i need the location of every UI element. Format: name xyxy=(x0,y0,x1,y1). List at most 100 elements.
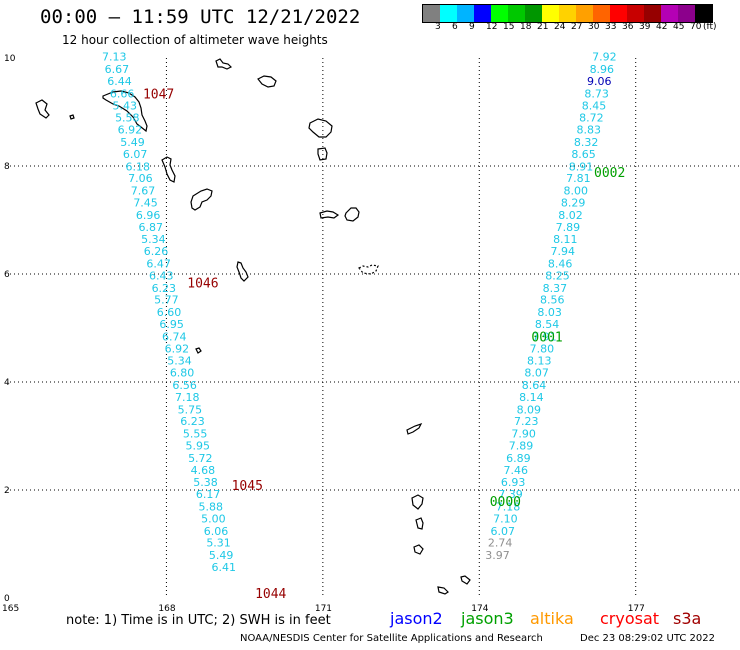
latitude-tick-label: 8 xyxy=(4,162,10,172)
island-outline xyxy=(415,517,424,530)
island-outline xyxy=(344,207,360,222)
swh-value-label: 6.67 xyxy=(105,63,130,76)
swh-value-label: 8.25 xyxy=(545,269,570,282)
swh-colorbar xyxy=(422,4,713,23)
swh-value-label: 7.39 xyxy=(498,488,523,501)
swh-value-label: 6.41 xyxy=(212,561,237,574)
swh-value-label: 2.74 xyxy=(488,537,513,550)
swh-value-label: 5.95 xyxy=(185,440,210,453)
latitude-tick-label: 0 xyxy=(4,594,10,604)
swh-value-label: 6.18 xyxy=(126,160,151,173)
colorbar-swatch xyxy=(559,5,576,22)
swh-value-label: 5.49 xyxy=(120,136,145,149)
swh-value-label: 5.38 xyxy=(193,476,218,489)
map-subtitle: 12 hour collection of altimeter wave hei… xyxy=(62,33,328,47)
swh-value-label: 5.72 xyxy=(188,452,213,465)
colorbar-swatch xyxy=(457,5,474,22)
colorbar-label: 12 xyxy=(486,22,498,32)
colorbar-label: 36 xyxy=(622,22,634,32)
colorbar-label: 21 xyxy=(537,22,549,32)
swh-value-label: 6.06 xyxy=(204,525,229,538)
island-outline xyxy=(406,422,423,435)
swh-value-label: 8.45 xyxy=(582,99,607,112)
longitude-tick-label: 171 xyxy=(315,604,332,614)
satellite-legend-item: cryosat xyxy=(600,609,660,628)
swh-value-label: 8.56 xyxy=(540,294,565,307)
swh-value-label: 7.94 xyxy=(550,245,575,258)
colorbar-label: 33 xyxy=(605,22,617,32)
colorbar-label: 70 xyxy=(690,22,702,32)
swh-value-label: 5.31 xyxy=(206,537,231,550)
satellite-legend-item: s3a xyxy=(673,609,702,628)
swh-value-label: 8.37 xyxy=(543,282,568,295)
colorbar-swatch xyxy=(661,5,678,22)
island-outlines xyxy=(35,58,471,595)
swh-value-label: 6.23 xyxy=(152,282,177,295)
swh-value-label: 8.07 xyxy=(524,367,549,380)
swh-value-label: 5.58 xyxy=(115,112,140,125)
colorbar-label: (ft) xyxy=(703,22,717,32)
swh-value-label: 8.54 xyxy=(535,318,560,331)
swh-value-label: 8.96 xyxy=(590,63,615,76)
swh-value-label: 7.45 xyxy=(133,197,158,210)
swh-value-label: 7.10 xyxy=(493,512,518,525)
swh-value-label: 8.64 xyxy=(522,379,547,392)
pass-time-label: 0000 xyxy=(490,495,521,510)
swh-value-label: 8.29 xyxy=(561,197,586,210)
swh-value-label: 7.13 xyxy=(102,51,127,64)
colorbar-swatch xyxy=(423,5,440,22)
colorbar-swatch xyxy=(576,5,593,22)
units-note: note: 1) Time is in UTC; 2) SWH is in fe… xyxy=(66,613,331,628)
swh-value-label: 7.81 xyxy=(566,172,591,185)
swh-value-label: 6.66 xyxy=(110,87,135,100)
pass-time-label: 1047 xyxy=(143,88,174,103)
swh-value-label: 6.47 xyxy=(146,258,171,271)
island-outline xyxy=(190,188,213,211)
colorbar-label: 18 xyxy=(520,22,532,32)
swh-value-label: 8.02 xyxy=(558,209,583,222)
island-outline xyxy=(308,118,333,138)
swh-value-label: 8.03 xyxy=(537,306,562,319)
swh-value-label: 5.77 xyxy=(154,294,179,307)
swh-value-label: 6.07 xyxy=(123,148,148,161)
island-outline xyxy=(102,90,148,133)
island-outline xyxy=(236,261,249,282)
satellite-legend-item: jason2 xyxy=(390,609,443,628)
longitude-tick-label: 177 xyxy=(628,604,645,614)
latitude-tick-label: 6 xyxy=(4,270,10,280)
swh-value-label: 3.97 xyxy=(485,549,510,562)
pass-time-label: 1045 xyxy=(232,479,263,494)
colorbar-swatch xyxy=(627,5,644,22)
colorbar-swatch xyxy=(440,5,457,22)
swh-value-label: 6.96 xyxy=(136,209,161,222)
island-outline xyxy=(257,75,277,88)
swh-value-label: 7.80 xyxy=(530,342,555,355)
colorbar-swatch xyxy=(542,5,559,22)
colorbar-swatch xyxy=(678,5,695,22)
colorbar-label: 6 xyxy=(452,22,458,32)
island-outline xyxy=(319,210,340,219)
swh-value-label: 5.55 xyxy=(183,428,208,441)
pass-time-label: 0002 xyxy=(594,166,625,181)
map-title: 00:00 — 11:59 UTC 12/21/2022 xyxy=(40,6,361,28)
swh-value-label: 6.89 xyxy=(506,452,531,465)
swh-value-label: 6.43 xyxy=(149,269,174,282)
swh-value-label: 6.80 xyxy=(170,367,195,380)
longitude-tick-label: 165 xyxy=(2,604,19,614)
island-outline xyxy=(437,586,449,595)
swh-value-label: 6.07 xyxy=(491,525,516,538)
swh-value-label: 7.67 xyxy=(131,185,156,198)
longitude-tick-label: 168 xyxy=(158,604,175,614)
swh-value-label: 6.23 xyxy=(180,415,205,428)
colorbar-swatch xyxy=(610,5,627,22)
colorbar-swatch xyxy=(508,5,525,22)
colorbar-label: 45 xyxy=(673,22,685,32)
swh-value-label: 7.18 xyxy=(496,501,521,514)
island-outline xyxy=(411,494,424,510)
colorbar-label: 39 xyxy=(639,22,651,32)
map-grid: 165 168 171 174 177 0 2 4 6 8 10 xyxy=(2,54,740,614)
generated-timestamp: Dec 23 08:29:02 UTC 2022 xyxy=(580,633,715,644)
pass-time-label: 0001 xyxy=(531,331,562,346)
swh-value-label: 7.23 xyxy=(514,415,539,428)
